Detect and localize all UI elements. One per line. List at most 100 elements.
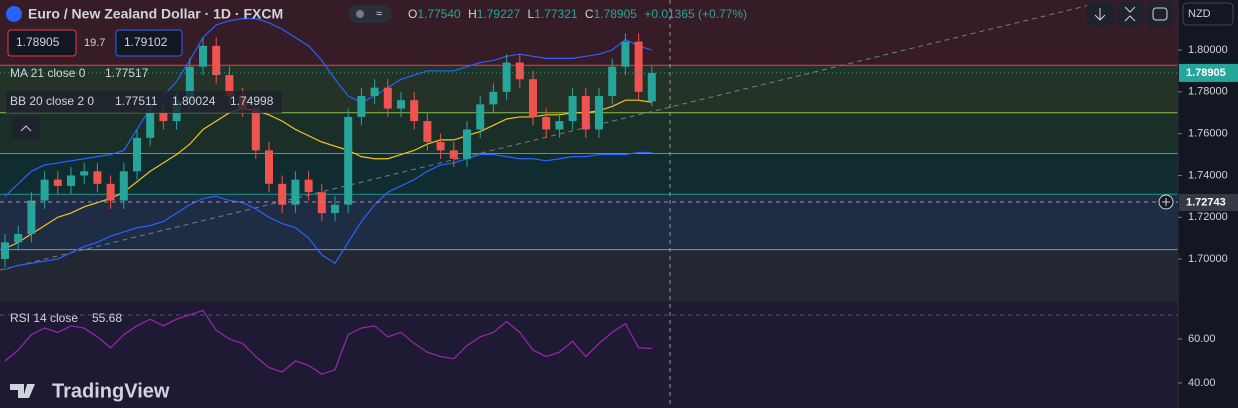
rsi-line: [4, 309, 652, 375]
candle-body: [608, 66, 617, 97]
add-icon: [1162, 198, 1170, 206]
last-price: 1.78905: [1186, 67, 1226, 79]
candle-body: [133, 137, 141, 172]
y-tick-label: 60.00: [1188, 333, 1216, 345]
level-band: [0, 0, 1178, 66]
candle-body: [555, 121, 564, 130]
candle-body: [621, 41, 630, 67]
candle-body: [634, 41, 643, 92]
o-label: O: [408, 7, 417, 21]
candle-body: [357, 96, 366, 117]
level-band: [0, 194, 1178, 250]
candle-body: [80, 171, 89, 176]
candle-body: [291, 179, 300, 205]
candle-body: [40, 179, 49, 201]
y-tick-label: 1.70000: [1188, 253, 1228, 265]
icon: [1124, 6, 1136, 22]
buy-box[interactable]: [115, 29, 183, 57]
y-tick-label: 1.76000: [1188, 128, 1228, 140]
candle-body: [344, 116, 353, 205]
candle-body: [93, 171, 102, 184]
candle-body: [410, 100, 419, 122]
rsi-legend[interactable]: RSI 14 close: [10, 311, 78, 325]
candle-body: [502, 62, 511, 92]
currency-box[interactable]: [1182, 2, 1234, 26]
ma-legend[interactable]: MA 21 close 0: [10, 66, 86, 80]
l-label: L: [527, 7, 534, 21]
candle-body: [476, 104, 485, 130]
candle-body: [67, 175, 75, 186]
toggle-wave: ≈: [376, 8, 382, 20]
candle-body: [647, 72, 656, 102]
candle-body: [331, 204, 339, 214]
ohlc: O1.77540 H1.79227 L1.77321 C1.78905 +0.0…: [408, 7, 747, 21]
candle-body: [397, 100, 405, 109]
candle-body: [515, 62, 524, 80]
brand: TradingView: [52, 380, 170, 402]
candle-body: [304, 179, 313, 193]
candle-body: [251, 108, 260, 151]
ma-value: 1.77517: [105, 66, 149, 80]
c-value: 1.78905: [594, 7, 638, 21]
candle-body: [423, 121, 432, 143]
sell-box[interactable]: [7, 29, 77, 57]
candle-body: [370, 87, 379, 97]
y-tick-label: 1.78000: [1188, 86, 1228, 98]
collapse-button[interactable]: [12, 117, 40, 139]
sell-price: 1.78905: [16, 35, 60, 49]
symbol-title[interactable]: Euro / New Zealand Dollar · 1D · FXCM: [28, 6, 283, 22]
bb-upper: 1.80024: [172, 94, 216, 108]
candle-body: [14, 233, 23, 243]
btn-collapse[interactable]: [1117, 2, 1143, 26]
o-value: 1.77540: [417, 7, 461, 21]
bb-legend-bg: [6, 91, 282, 113]
candle-body: [265, 150, 273, 184]
candle-body: [278, 183, 287, 205]
bb-legend[interactable]: BB 20 close 2 0: [10, 94, 94, 108]
rsi-pane: [0, 301, 1178, 408]
toolbar: NZD: [1087, 2, 1234, 26]
bb-lower: 1.74998: [230, 94, 274, 108]
bb-lower-line: [4, 151, 652, 271]
symbol-logo: [6, 6, 22, 22]
candle-body: [185, 66, 194, 101]
candle-body: [489, 91, 498, 105]
candle-body: [1, 242, 9, 260]
y-tick-label: 40.00: [1188, 377, 1216, 389]
toggle-dot: [356, 10, 364, 18]
change: +0.01365 (+0.77%): [644, 7, 747, 21]
candle-body: [595, 96, 603, 130]
candle-body: [542, 116, 551, 130]
spread: 19.7: [84, 37, 105, 49]
candle-body: [225, 75, 234, 97]
candle-body: [199, 45, 207, 67]
currency: NZD: [1188, 8, 1211, 20]
candle-body: [212, 45, 221, 76]
rsi-value: 55.68: [92, 311, 122, 325]
candle-body: [159, 112, 168, 122]
candle-body: [463, 129, 471, 159]
candle-body: [106, 183, 115, 201]
candle-body: [568, 96, 577, 122]
candle-body: [317, 192, 326, 214]
toggle[interactable]: [348, 5, 392, 23]
candle-body: [119, 171, 128, 201]
trend-line: [0, 4, 1091, 271]
buy-price: 1.79102: [124, 35, 168, 49]
candle-body: [53, 179, 62, 186]
candle-body: [581, 96, 590, 130]
y-tick-label: 1.74000: [1188, 169, 1228, 181]
btn-maximize[interactable]: [1147, 2, 1173, 26]
last-price-box: [1179, 63, 1238, 82]
candle-body: [449, 150, 458, 159]
brand-logo: [10, 384, 35, 398]
y-tick-label: 1.72000: [1188, 211, 1228, 223]
bb-upper-line: [4, 18, 652, 197]
candle-body: [146, 112, 155, 138]
level-band: [0, 153, 1178, 195]
icon: [1152, 7, 1168, 21]
crosshair-price: 1.72743: [1186, 196, 1226, 208]
crosshair-box: [1179, 194, 1238, 211]
y-tick-label: 1.80000: [1188, 44, 1228, 56]
